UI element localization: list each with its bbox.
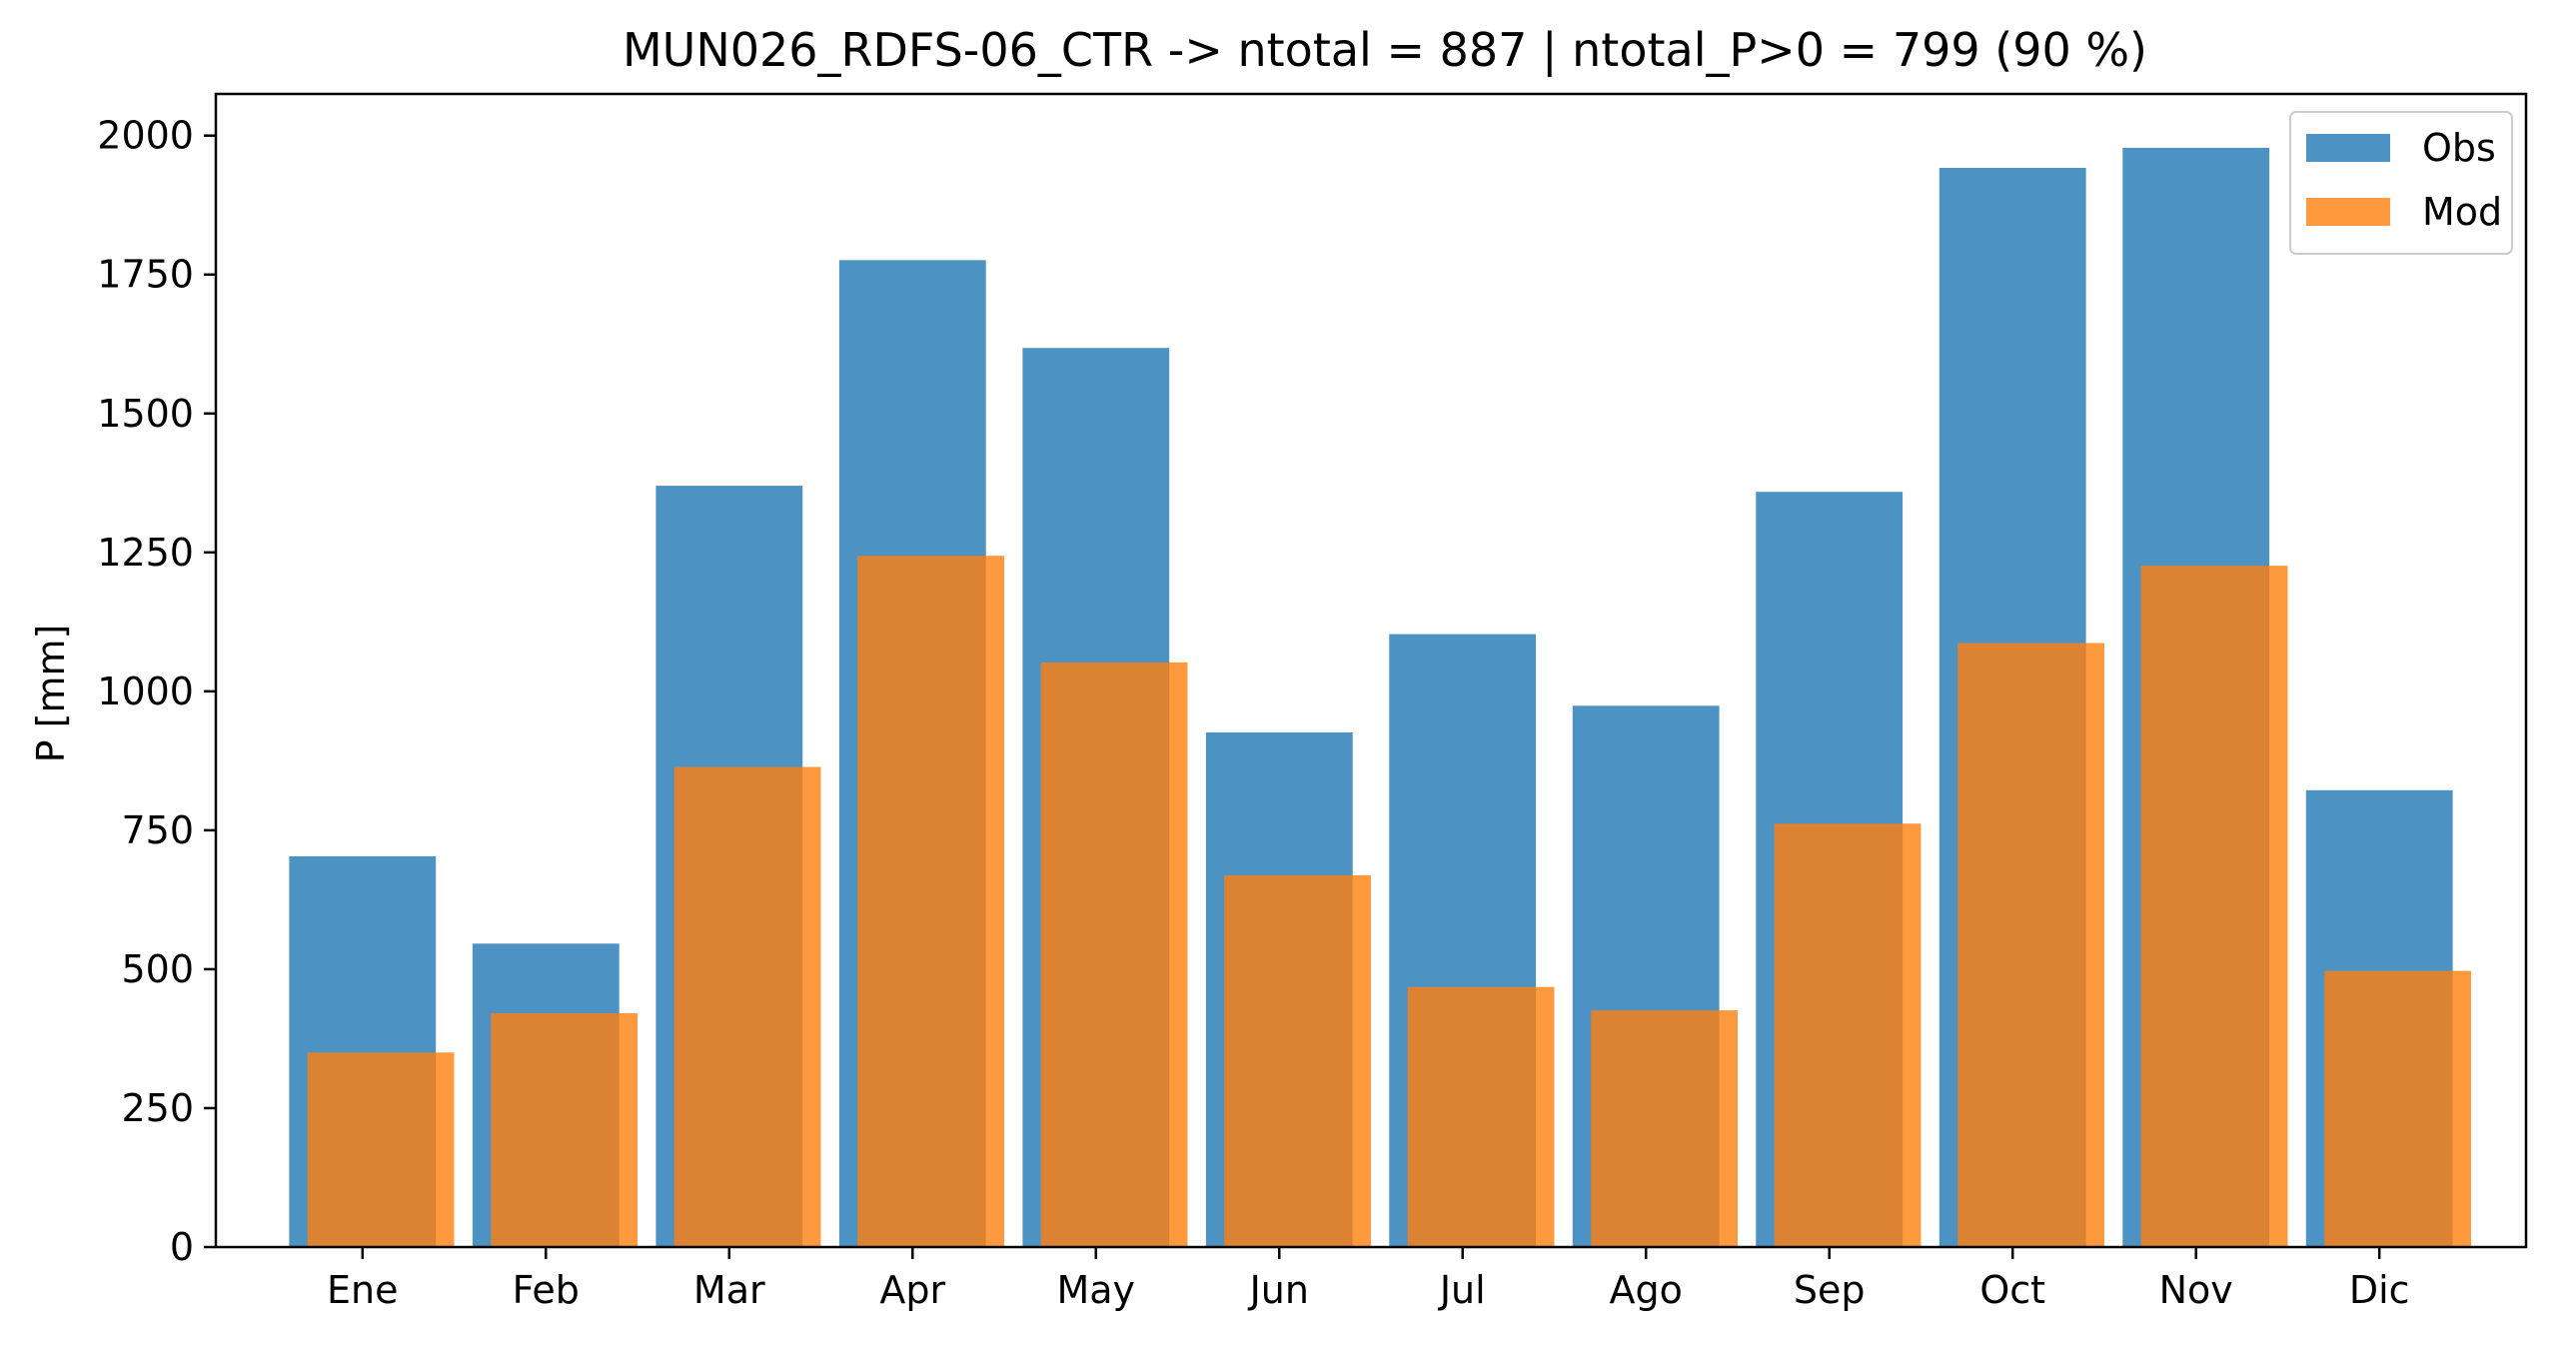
bar-mod-may: [1040, 662, 1188, 1247]
y-axis: 0 250 500 750 1000 1250 1500 1750 2000: [97, 114, 216, 1269]
x-tick-label-may: May: [1056, 1268, 1135, 1312]
bars-layer: [289, 147, 2471, 1248]
x-tick-label-jul: Jul: [1438, 1268, 1486, 1312]
x-tick-label-jun: Jun: [1248, 1268, 1309, 1312]
y-axis-label: P [mm]: [29, 625, 73, 763]
x-tick-label-oct: Oct: [1979, 1268, 2045, 1312]
y-tick-label: 1750: [97, 253, 194, 297]
x-axis: Ene Feb Mar Apr May Jun Jul Ago Sep Oct Nov Dic: [327, 1247, 2410, 1312]
bar-mod-feb: [491, 1012, 638, 1247]
y-tick-label: 750: [121, 808, 194, 852]
bar-mod-sep: [1774, 823, 1922, 1247]
bar-mod-jun: [1224, 874, 1371, 1247]
bar-mod-ago: [1591, 1010, 1738, 1247]
chart-title: MUN026_RDFS-06_CTR -> ntotal = 887 | nto…: [623, 23, 2147, 78]
x-tick-label-mar: Mar: [693, 1268, 765, 1312]
bar-mod-oct: [1957, 643, 2104, 1247]
y-tick-label: 0: [170, 1225, 194, 1269]
legend: Obs Mod: [2289, 111, 2513, 255]
x-tick-label-ene: Ene: [327, 1268, 398, 1312]
bar-mod-jul: [1407, 986, 1555, 1247]
bar-mod-apr: [857, 556, 1004, 1247]
bar-mod-dic: [2324, 970, 2471, 1247]
legend-swatch-mod: [2306, 198, 2390, 226]
x-tick-label-apr: Apr: [879, 1268, 945, 1312]
bar-mod-ene: [307, 1052, 455, 1247]
plot-frame: [214, 92, 2528, 1249]
y-tick-label: 500: [121, 947, 194, 991]
y-tick-label: 1500: [97, 392, 194, 436]
bar-mod-mar: [673, 766, 821, 1247]
legend-swatch-obs: [2306, 134, 2390, 162]
y-tick-label: 250: [121, 1086, 194, 1130]
x-tick-label-ago: Ago: [1610, 1268, 1683, 1312]
x-tick-label-dic: Dic: [2349, 1268, 2410, 1312]
x-tick-label-nov: Nov: [2159, 1268, 2233, 1312]
y-tick-label: 1000: [97, 670, 194, 713]
y-tick-label: 2000: [97, 114, 194, 158]
bar-mod-nov: [2140, 566, 2288, 1247]
x-tick-label-feb: Feb: [513, 1268, 580, 1312]
x-tick-label-sep: Sep: [1794, 1268, 1866, 1312]
legend-label-mod: Mod: [2422, 190, 2502, 234]
legend-label-obs: Obs: [2422, 126, 2496, 170]
y-tick-label: 1250: [97, 531, 194, 575]
